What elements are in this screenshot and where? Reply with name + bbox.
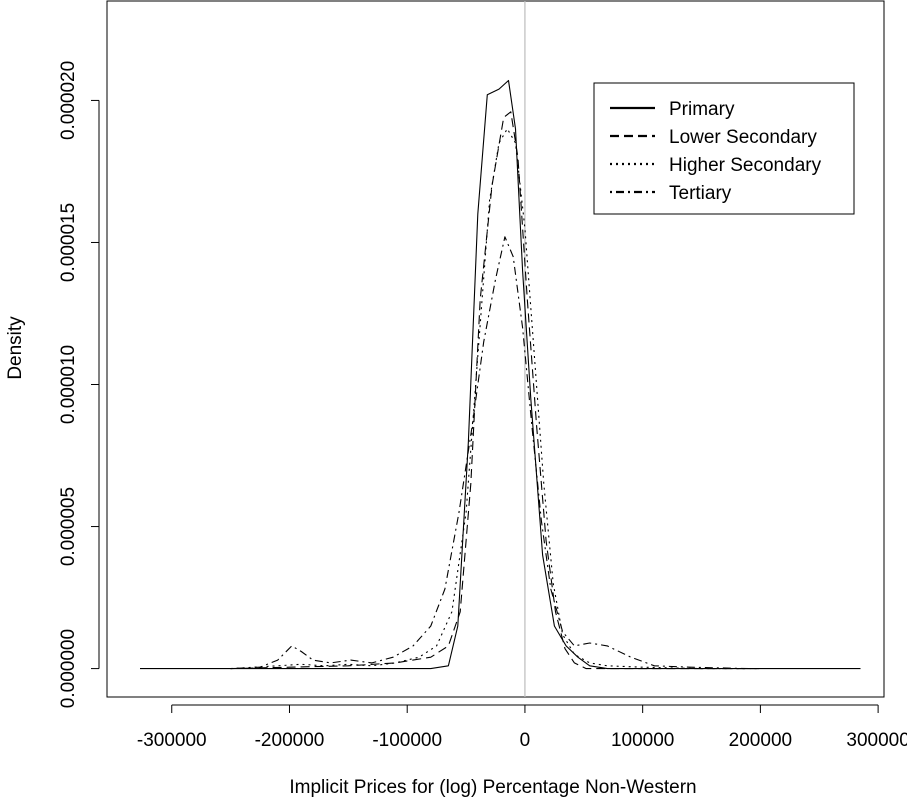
x-tick-label: -100000 (372, 730, 442, 751)
legend-label: Primary (669, 99, 735, 120)
x-tick-label: 100000 (611, 730, 674, 751)
x-tick-label: 200000 (729, 730, 792, 751)
x-tick-label: 300000 (846, 730, 907, 751)
x-tick-label: -300000 (137, 730, 207, 751)
y-tick-label: 0.000020 (58, 61, 79, 140)
plot-frame (106, 0, 885, 698)
x-tick-label: 0 (520, 730, 531, 751)
y-axis-title: Density (5, 316, 26, 380)
y-tick-label: 0.000000 (58, 629, 79, 708)
legend: Primary Lower Secondary Higher Secondary Te… (593, 82, 855, 215)
legend-label: Tertiary (669, 183, 732, 204)
series-line-primary (140, 79, 861, 670)
x-axis-title: Implicit Prices for (log) Percentage Non… (289, 777, 696, 798)
legend-label: Higher Secondary (669, 155, 822, 176)
series-lines (140, 79, 861, 670)
y-tick-label: 0.000005 (58, 487, 79, 566)
series-line-higher-secondary (230, 128, 761, 670)
y-axis: 0.000000 0.000005 0.000010 0.000015 0.000020 (58, 61, 100, 708)
y-tick-label: 0.000010 (58, 345, 79, 424)
series-line-lower-secondary (230, 111, 761, 670)
series-line-tertiary (230, 236, 749, 670)
x-axis: -300000 -200000 -100000 0 100000 200000 300000 (137, 704, 907, 751)
y-tick-label: 0.000015 (58, 203, 79, 282)
x-tick-label: -200000 (255, 730, 325, 751)
legend-label: Lower Secondary (669, 127, 817, 148)
